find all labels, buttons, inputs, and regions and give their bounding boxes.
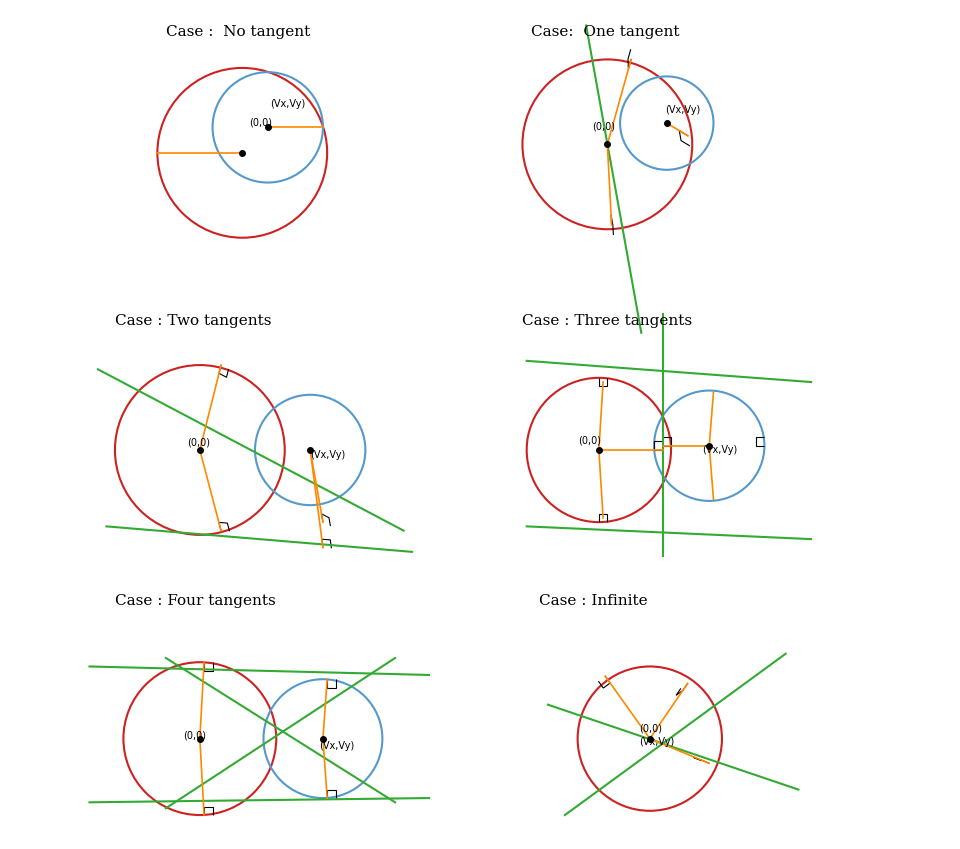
Text: Case : Infinite: Case : Infinite [540, 594, 648, 608]
Text: (0,0): (0,0) [249, 117, 272, 127]
Text: Case : Three tangents: Case : Three tangents [522, 314, 692, 328]
Text: Case:  One tangent: Case: One tangent [531, 25, 680, 39]
Text: (Vx,Vy): (Vx,Vy) [639, 738, 675, 747]
Text: Case :  No tangent: Case : No tangent [166, 25, 310, 39]
Text: (0,0): (0,0) [187, 438, 210, 447]
Text: (Vx,Vy): (Vx,Vy) [271, 98, 305, 109]
Text: (Vx,Vy): (Vx,Vy) [703, 445, 737, 454]
Text: (Vx,Vy): (Vx,Vy) [310, 451, 346, 460]
Text: (Vx,Vy): (Vx,Vy) [665, 104, 701, 115]
Text: (0,0): (0,0) [578, 436, 601, 445]
Text: Case : Four tangents: Case : Four tangents [115, 594, 276, 608]
Text: (0,0): (0,0) [592, 121, 615, 132]
Text: (0,0): (0,0) [182, 731, 205, 740]
Text: Case : Two tangents: Case : Two tangents [115, 314, 272, 328]
Text: (0,0): (0,0) [639, 724, 662, 734]
Text: (Vx,Vy): (Vx,Vy) [319, 741, 354, 751]
